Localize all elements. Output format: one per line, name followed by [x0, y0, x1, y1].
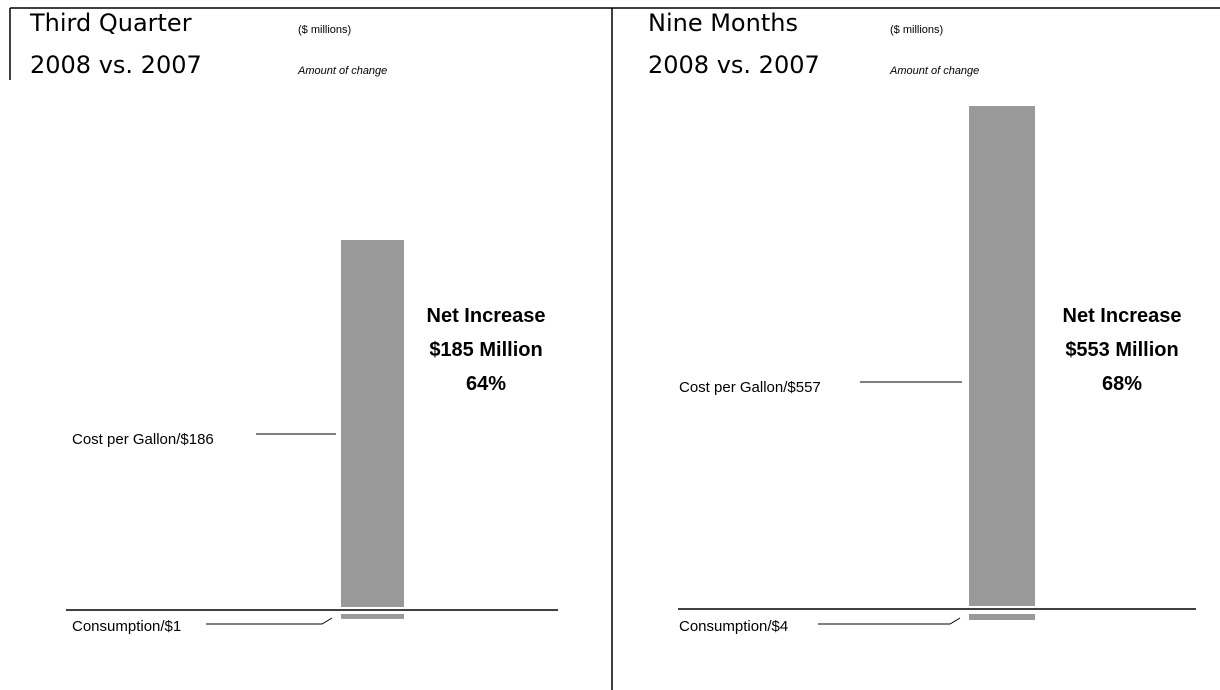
consumption-bar [969, 614, 1035, 620]
panel-subtitle: 2008 vs. 2007 [648, 51, 820, 79]
net-increase-percent: 68% [1102, 373, 1142, 395]
net-increase-heading: Net Increase [1063, 305, 1182, 327]
cost-per-gallon-bar [969, 106, 1035, 606]
consumption-label: Consumption/$4 [679, 618, 788, 635]
cost-per-gallon-label: Cost per Gallon/$186 [72, 431, 214, 448]
panel-title: Nine Months [648, 9, 798, 37]
cost-per-gallon-bar [341, 240, 404, 607]
net-increase-heading: Net Increase [427, 305, 546, 327]
caption-label: Amount of change [889, 65, 979, 77]
net-increase-amount: $553 Million [1065, 339, 1178, 361]
panel-nine-months: Nine Months 2008 vs. 2007 ($ millions) A… [648, 9, 1196, 635]
consumption-bar [341, 614, 404, 619]
panel-title: Third Quarter [29, 9, 192, 37]
panel-third-quarter: Third Quarter 2008 vs. 2007 ($ millions)… [29, 9, 558, 635]
cost-per-gallon-label: Cost per Gallon/$557 [679, 379, 821, 396]
caption-label: Amount of change [297, 65, 387, 77]
net-increase-percent: 64% [466, 373, 506, 395]
consumption-label: Consumption/$1 [72, 618, 181, 635]
net-increase-amount: $185 Million [429, 339, 542, 361]
consumption-leader [206, 617, 333, 625]
units-label: ($ millions) [298, 24, 351, 36]
consumption-leader [818, 617, 961, 625]
panel-subtitle: 2008 vs. 2007 [30, 51, 202, 79]
units-label: ($ millions) [890, 24, 943, 36]
